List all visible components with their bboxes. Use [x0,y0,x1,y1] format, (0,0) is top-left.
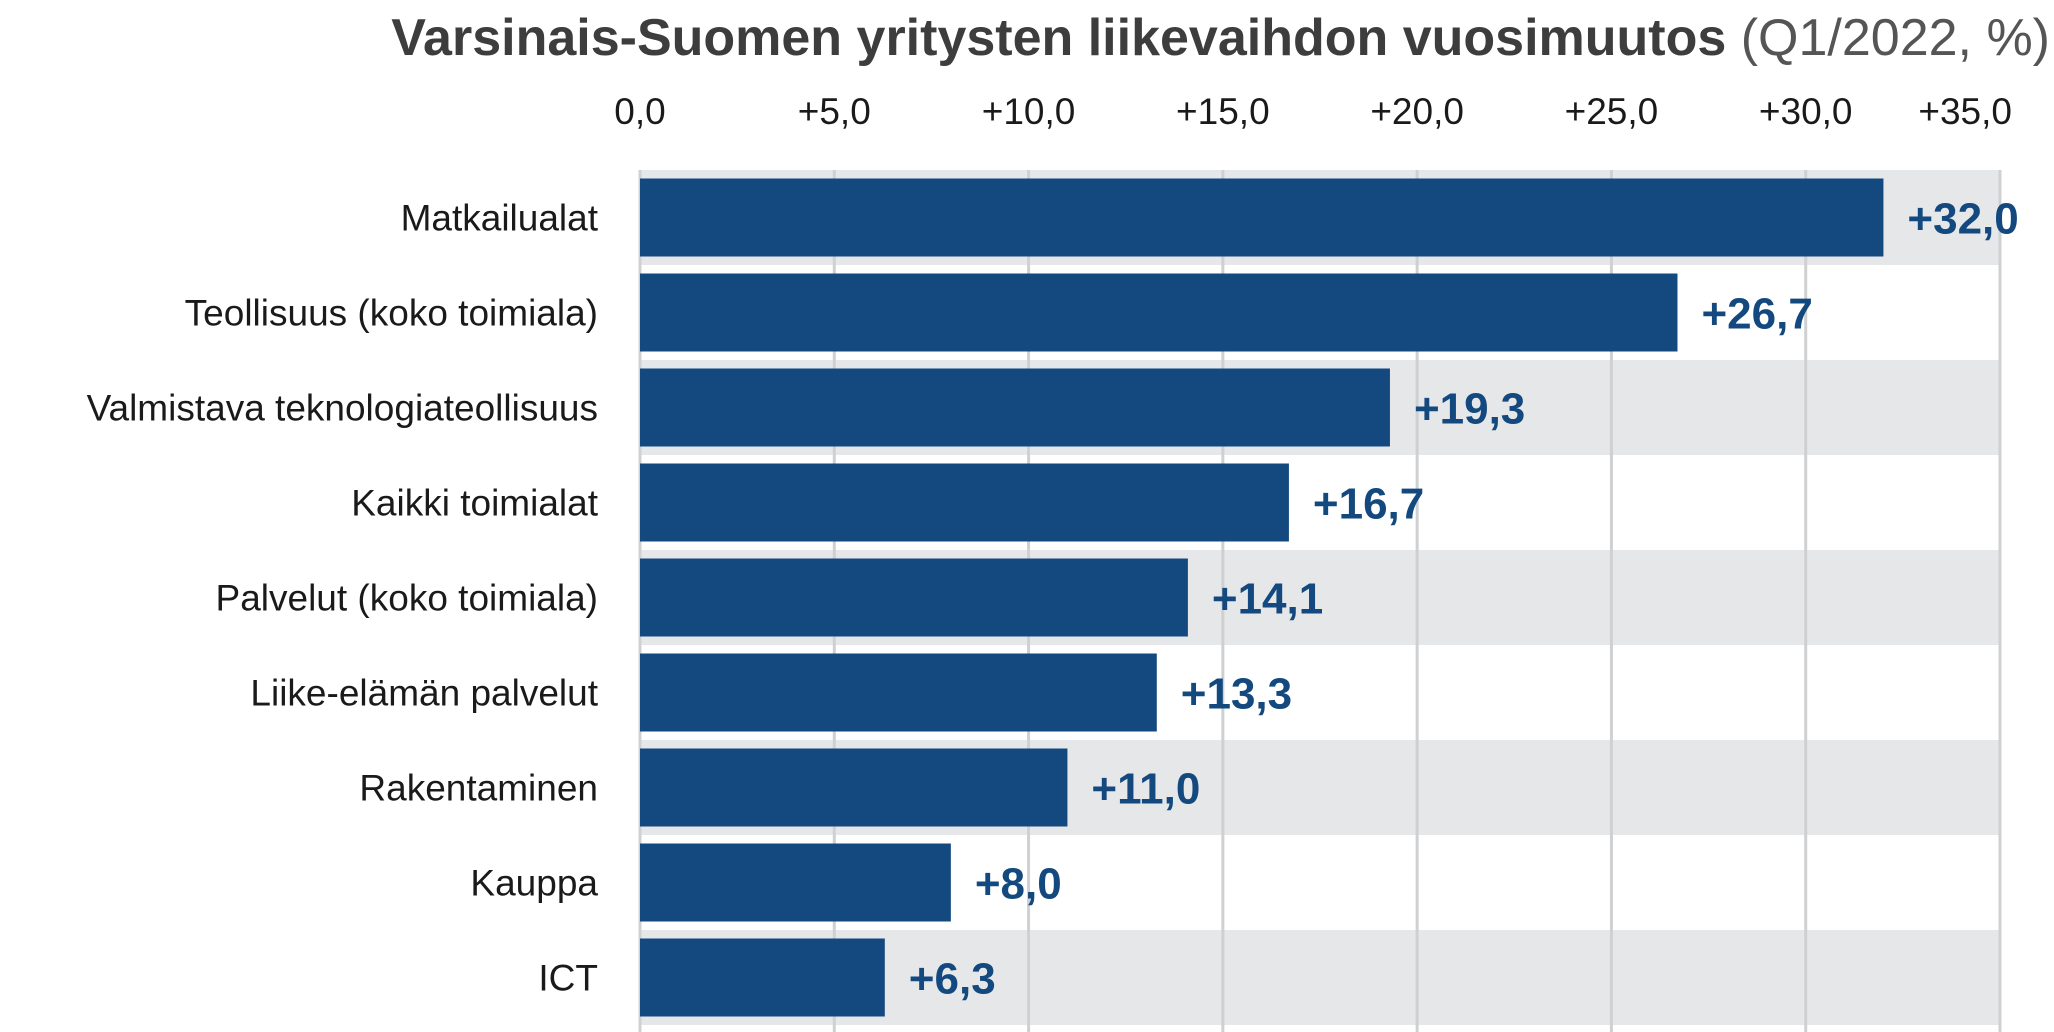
category-label: Teollisuus (koko toimiala) [185,293,598,334]
chart-title: Varsinais-Suomen yritysten liikevaihdon … [391,6,2050,70]
x-tick-label: +10,0 [982,91,1076,132]
value-label: +11,0 [1091,765,1200,814]
x-tick-label: +25,0 [1565,91,1659,132]
value-label: +19,3 [1414,385,1525,434]
bars [640,178,1884,1017]
value-label: +32,0 [1907,195,2018,244]
value-label: +26,7 [1701,290,1812,339]
value-label: +8,0 [975,860,1062,909]
x-axis-ticks: 0,0 +5,0 +10,0 +15,0 +20,0 +25,0 +30,0 +35,0 [614,91,2012,132]
bar [640,463,1289,542]
category-label: Palvelut (koko toimiala) [216,578,598,619]
category-label: Matkailualat [401,198,599,239]
bar [640,273,1678,352]
bar [640,178,1884,257]
value-label: +14,1 [1212,575,1323,624]
x-tick-label: +5,0 [798,91,871,132]
value-label: +16,7 [1313,480,1424,529]
category-label: Liike-elämän palvelut [250,673,598,714]
chart-subtitle: (Q1/2022, %) [1740,9,2050,67]
category-label: ICT [538,958,598,999]
bar [640,748,1068,827]
category-label: Kaikki toimialat [351,483,598,524]
value-label: +6,3 [909,955,996,1004]
x-tick-label: 0,0 [614,91,665,132]
value-label: +13,3 [1181,670,1292,719]
x-tick-label: +15,0 [1176,91,1270,132]
bar [640,653,1157,732]
value-labels: +32,0 +26,7 +19,3 +16,7 +14,1 +13,3 +11,0 +8,0 +… [909,195,2019,1004]
x-tick-label: +35,0 [1918,91,2012,132]
bar [640,368,1390,447]
bar [640,558,1188,637]
category-label: Valmistava teknologiateollisuus [87,388,598,429]
category-label: Rakentaminen [359,768,598,809]
bar [640,843,951,922]
x-tick-label: +20,0 [1370,91,1464,132]
bar [640,938,885,1017]
category-label: Kauppa [470,863,598,904]
category-labels: Matkailualat Teollisuus (koko toimiala) Va… [87,198,599,999]
x-tick-label: +30,0 [1759,91,1853,132]
chart-title-main: Varsinais-Suomen yritysten liikevaihdon … [391,9,1727,67]
